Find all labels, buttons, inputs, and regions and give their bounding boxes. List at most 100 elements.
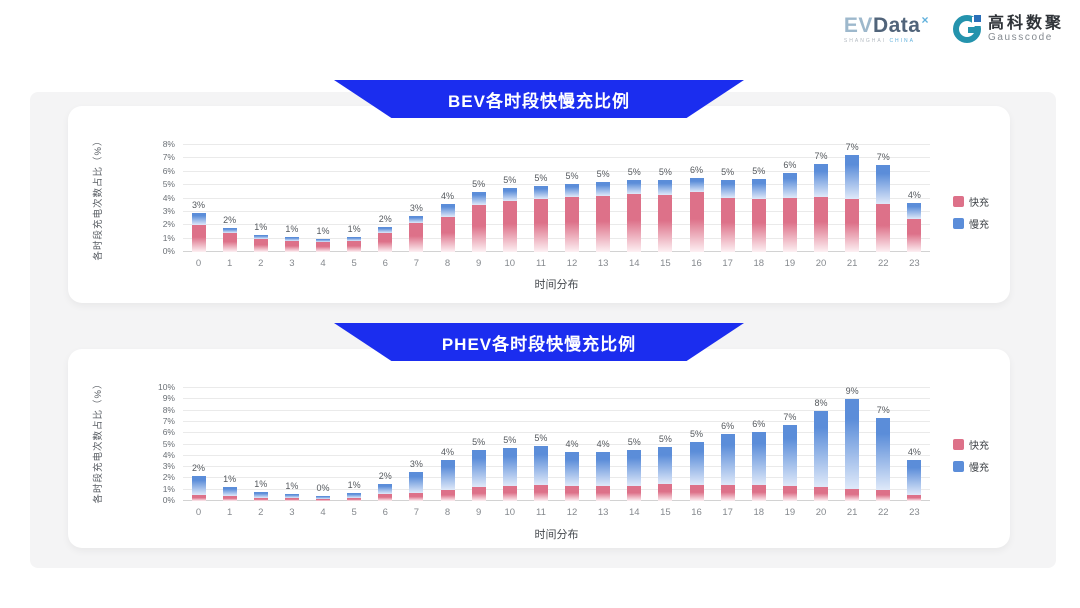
stacked-bar — [782, 388, 797, 501]
stacked-bar — [253, 145, 268, 252]
x-tick-label: 12 — [566, 507, 578, 518]
bar-segment-fast — [440, 217, 455, 252]
stacked-bar — [876, 388, 891, 501]
legend-label: 慢充 — [969, 220, 989, 231]
x-tick-label: 22 — [878, 507, 889, 518]
gridline: 10% — [158, 382, 930, 392]
y-axis-title: 各时段充电次数占比（%） — [93, 378, 104, 504]
bar-segment-slow — [720, 434, 735, 486]
stacked-bar — [814, 388, 829, 501]
bar-segment-fast — [782, 197, 797, 252]
x-tick-label: 18 — [753, 507, 765, 518]
bar-segment-fast — [751, 198, 766, 252]
bar-slot: 4% — [899, 145, 930, 252]
stacked-bar — [471, 388, 486, 501]
x-tick-label: 19 — [784, 258, 796, 269]
bar-segment-fast — [253, 239, 268, 252]
bar-segment-slow — [284, 237, 299, 241]
bar-slot: 5% — [494, 145, 525, 252]
stacked-bar — [222, 388, 237, 501]
bev-chart-card: BEV各时段快慢充比例 各时段充电次数占比（%） 3% 2% 1% 1% 1% 1% 2% 3… — [68, 80, 1010, 303]
y-tick-label: 6% — [162, 165, 175, 176]
gridline: 2% — [163, 472, 930, 482]
bar-total-label: 5% — [565, 170, 579, 181]
phev-chart-title: PHEV各时段快慢充比例 — [441, 334, 637, 354]
gridline: 3% — [163, 461, 930, 471]
bar-slot: 7% — [837, 142, 868, 252]
gausscode-logo: 高科数聚 Gausscode — [952, 15, 1064, 43]
x-axis-line: 0% — [163, 246, 930, 256]
bar-segment-slow — [471, 449, 486, 487]
x-tick-label: 21 — [846, 507, 858, 518]
x-tick-label: 15 — [660, 258, 671, 269]
stacked-bar — [378, 145, 393, 252]
x-tick-label: 20 — [815, 258, 827, 269]
gridline: 4% — [163, 450, 930, 460]
bar-total-label: 5% — [472, 178, 486, 189]
x-tick-label: 14 — [629, 258, 640, 269]
stacked-bar — [751, 388, 766, 501]
legend: 快充慢充 — [953, 194, 989, 231]
bar-segment-fast — [191, 225, 206, 252]
bar-total-label: 5% — [690, 428, 704, 439]
bar-total-label: 5% — [503, 434, 517, 445]
bar-total-label: 5% — [658, 167, 672, 178]
y-tick-label: 7% — [162, 415, 175, 426]
bar-segment-fast — [845, 199, 860, 252]
bar-slot: 3% — [183, 145, 214, 252]
bar-total-label: 4% — [441, 190, 455, 201]
stacked-bar — [253, 388, 268, 501]
bar-total-label: 1% — [254, 222, 268, 233]
stacked-bar — [222, 145, 237, 252]
x-tick-label: 22 — [878, 258, 889, 269]
bar-total-label: 5% — [627, 167, 641, 178]
stacked-bar — [627, 388, 642, 501]
bar-segment-fast — [253, 497, 268, 501]
bar-segment-fast — [471, 486, 486, 501]
legend-swatch-icon — [953, 196, 964, 207]
bar-total-label: 8% — [814, 397, 828, 408]
x-tick-label: 10 — [504, 507, 516, 518]
legend-item: 慢充 — [953, 459, 989, 474]
evdata-subtitle: SHANGHAI CHINA — [844, 38, 929, 44]
bar-segment-slow — [378, 484, 393, 495]
page-header: EVData× SHANGHAI CHINA 高科数聚 Gausscode — [0, 0, 1080, 88]
bar-segment-slow — [191, 476, 206, 496]
charts-board: BEV各时段快慢充比例 各时段充电次数占比（%） 3% 2% 1% 1% 1% 1% 2% 3… — [30, 80, 1056, 568]
bar-slot: 1% — [214, 388, 245, 501]
evdata-subtitle-blue: CHINA — [889, 38, 915, 44]
y-tick-label: 0% — [162, 246, 175, 256]
bar-slot: 1% — [276, 388, 307, 501]
gridline: 1% — [163, 484, 930, 494]
stacked-bar — [378, 388, 393, 501]
stacked-bar — [284, 145, 299, 252]
x-tick-label: 9 — [476, 507, 482, 518]
bar-slot: 6% — [743, 388, 774, 501]
bar-segment-fast — [440, 490, 455, 501]
bar-slot: 5% — [650, 145, 681, 252]
bar-total-label: 4% — [907, 447, 921, 458]
stacked-bar — [471, 145, 486, 252]
stacked-bar — [658, 388, 673, 501]
bar-slot: 5% — [525, 145, 556, 252]
bar-slot: 4% — [432, 388, 463, 501]
bar-segment-slow — [565, 452, 580, 487]
evdata-x-icon: × — [921, 13, 929, 27]
bar-segment-slow — [689, 441, 704, 485]
y-tick-label: 3% — [162, 205, 175, 216]
bar-segment-slow — [814, 410, 829, 488]
bar-segment-fast — [876, 203, 891, 252]
bar-total-label: 5% — [596, 169, 610, 180]
plot-area: 3% 2% 1% 1% 1% 1% 2% 3% 4% 5% 5% 5% 5% 5% 5% 5% 6% 5% 5% 6%… — [163, 139, 930, 256]
bar-total-label: 2% — [192, 463, 206, 474]
bar-segment-slow — [440, 459, 455, 491]
legend-label: 快充 — [969, 441, 989, 452]
stacked-bar — [440, 145, 455, 252]
bar-segment-fast — [316, 498, 331, 501]
legend-item: 快充 — [953, 194, 989, 209]
evdata-subtitle-gray: SHANGHAI — [843, 38, 887, 44]
bar-segment-slow — [347, 492, 362, 498]
x-tick-label: 1 — [227, 507, 233, 518]
bar-segment-fast — [814, 196, 829, 252]
gridline: 7% — [163, 416, 930, 426]
